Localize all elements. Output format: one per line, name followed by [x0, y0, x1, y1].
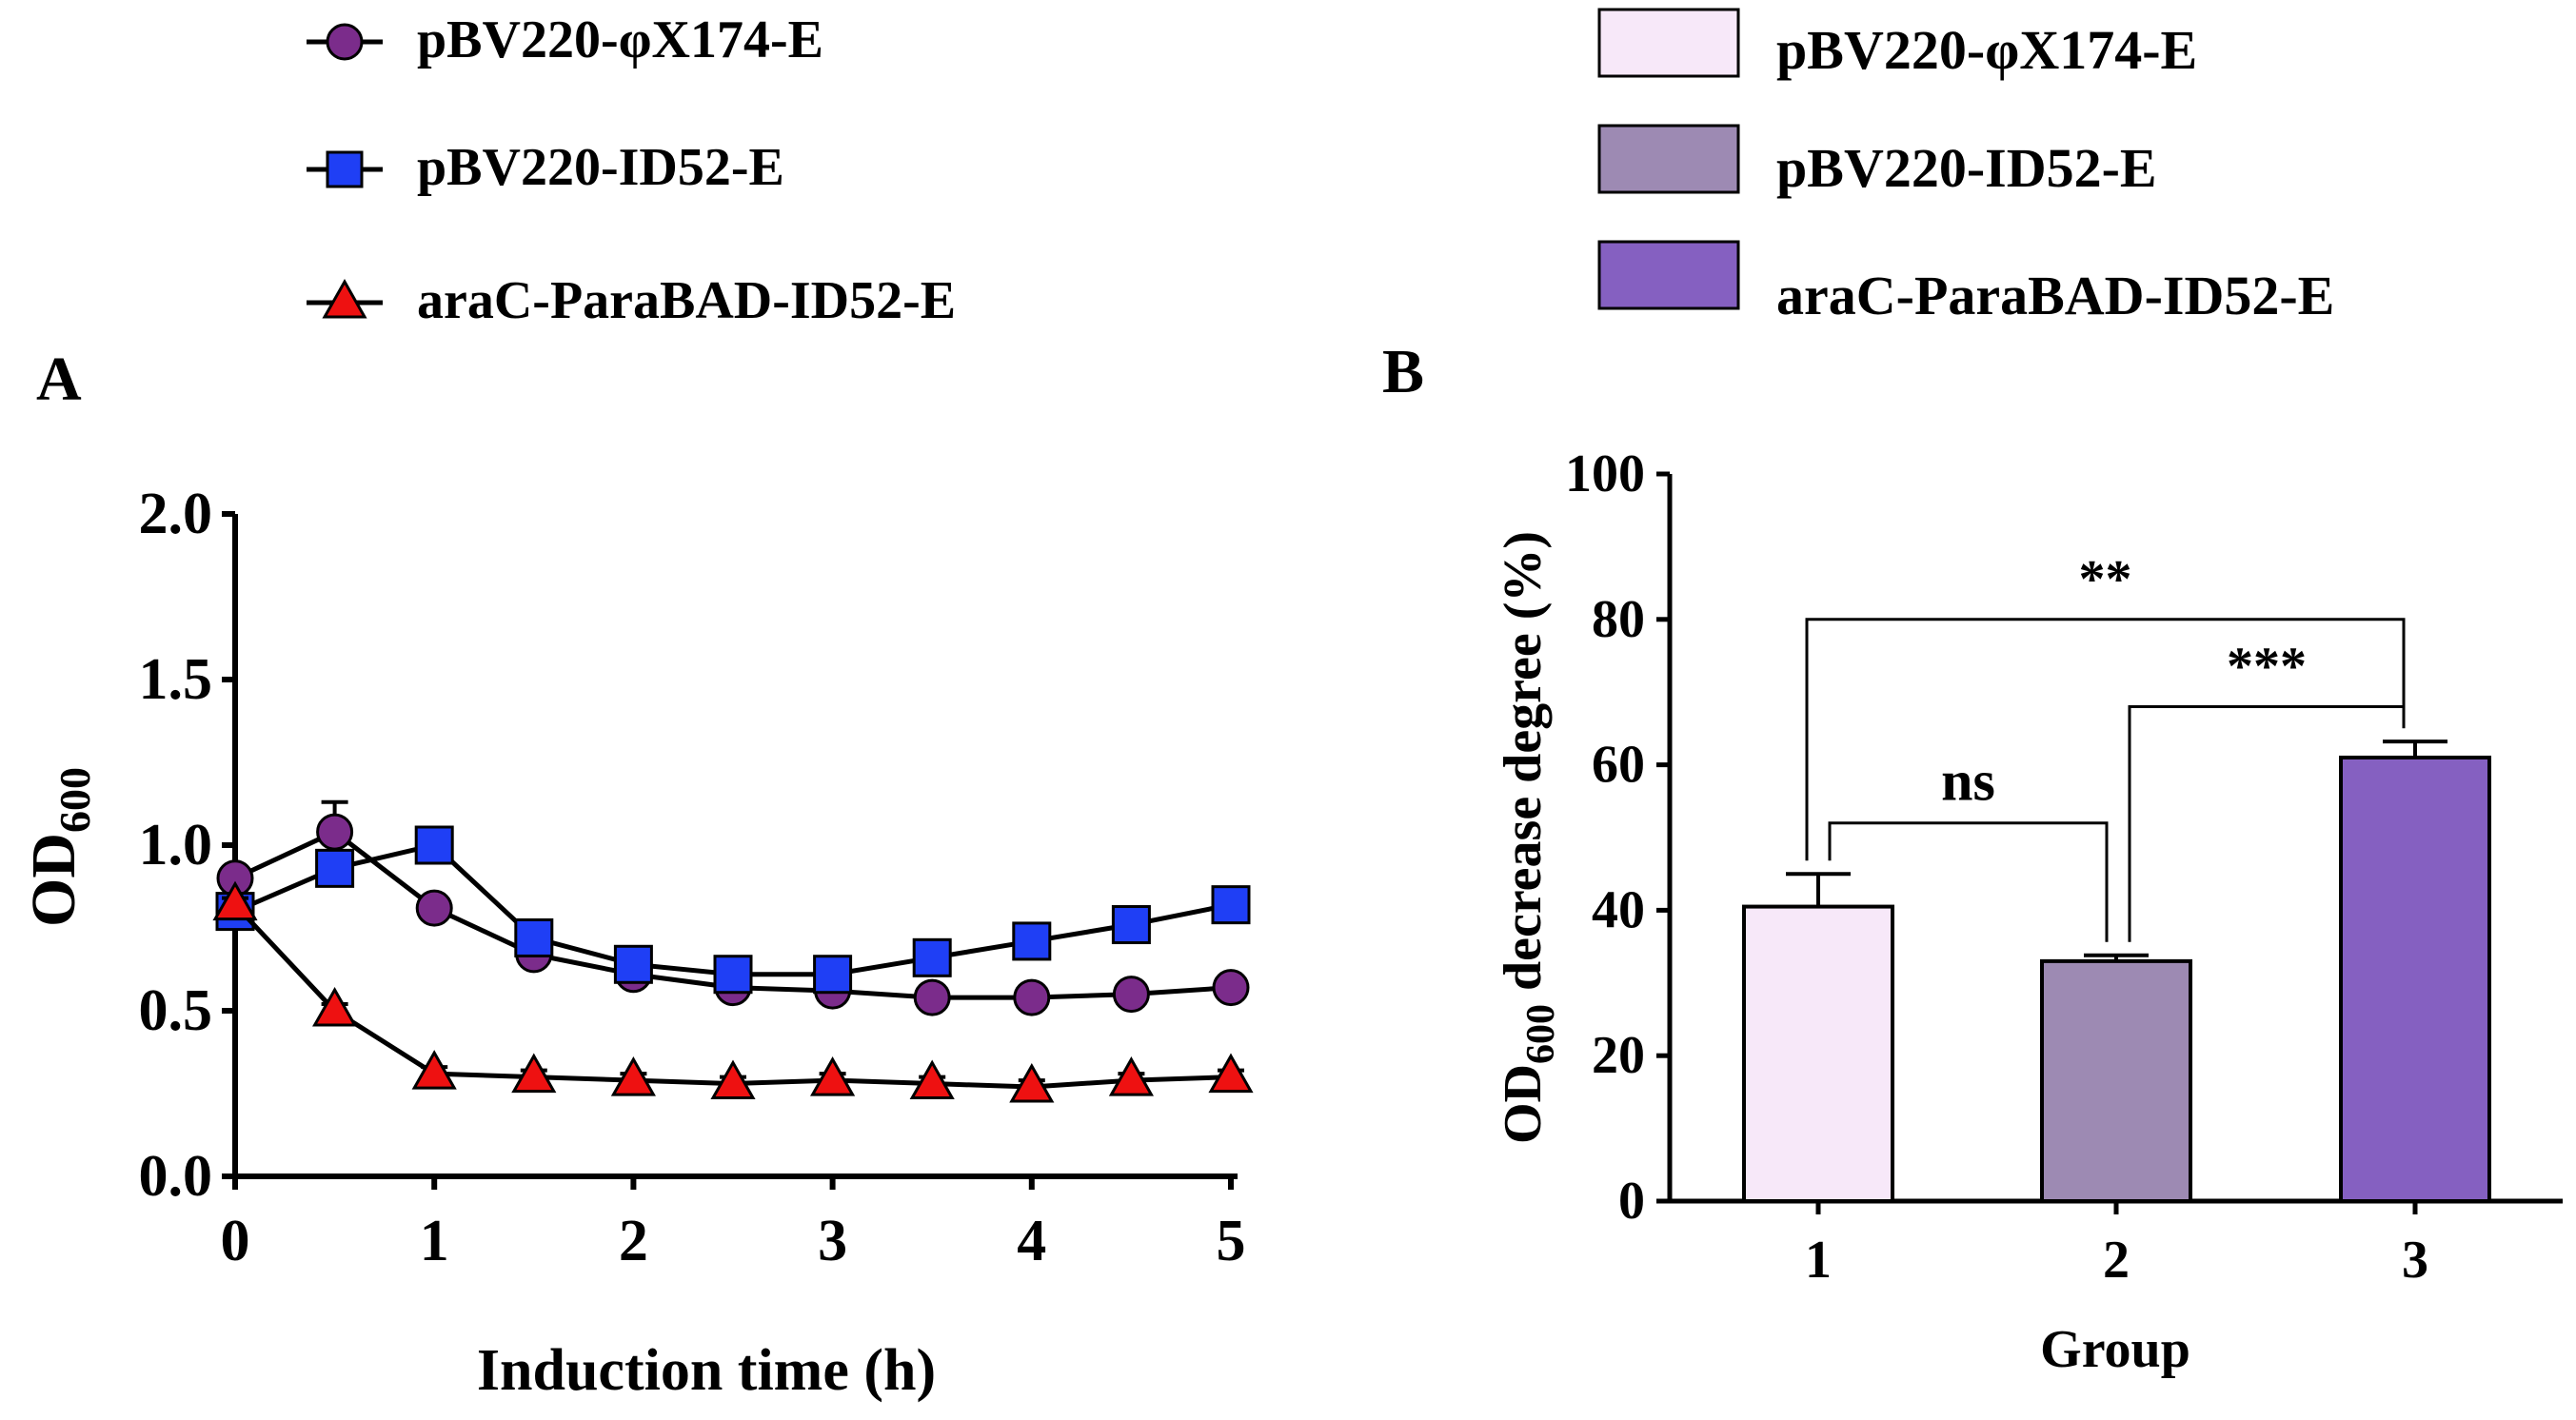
legend-a-label-2: pBV220-ID52-E: [417, 138, 784, 197]
chart-a-point: [511, 1053, 557, 1094]
chart-a-y-axis-title: OD600: [19, 767, 99, 927]
panel-label-b: B: [1382, 337, 1424, 406]
chart-a-series-square: [215, 825, 1251, 995]
chart-a-x-tick-label: 3: [818, 1209, 847, 1273]
chart-a: 0.0 0.5 1.0 1.5 2.0 0 1 2 3 4 5 Induction time (h…: [19, 482, 1254, 1403]
chart-b-y-tick-label: 40: [1592, 880, 1645, 939]
chart-a-x-tick-label: 1: [420, 1209, 449, 1273]
legend-b-swatch-2: [1597, 124, 1740, 194]
chart-a-series: [212, 799, 1254, 1103]
chart-b-y-title-sub: 600: [1519, 1004, 1563, 1064]
panel-label-a: A: [36, 345, 82, 414]
legend-b-swatch-3: [1597, 240, 1740, 310]
chart-b-significance-bracket: [1805, 618, 2406, 861]
chart-a-series-triangle: [212, 880, 1254, 1103]
chart-a-y-tick-label: 0.0: [139, 1144, 213, 1209]
chart-b-significance-bracket: [1828, 821, 2109, 942]
chart-b-y-title-rest: decrease degree (%): [1494, 531, 1553, 1004]
chart-a-y-tick-label: 0.5: [139, 978, 213, 1043]
chart-a-point: [316, 813, 354, 851]
legend-a-item-3: araC-ParaBAD-ID52-E: [307, 271, 956, 330]
legend-a-item-1: pBV220-φX174-E: [307, 10, 823, 69]
chart-a-point: [909, 1059, 955, 1100]
chart-b-y-axis-title: OD600 decrease degree (%): [1494, 531, 1563, 1144]
legend-a-item-2: pBV220-ID52-E: [307, 138, 784, 197]
chart-a-point: [1208, 1053, 1254, 1094]
legend-a-marker-square: [326, 150, 364, 188]
chart-b-x-tick-label: 1: [1805, 1231, 1832, 1290]
chart-b-significance-label: ns: [1941, 750, 1995, 813]
chart-a-y-tick-label: 2.0: [139, 482, 213, 546]
chart-a-point: [514, 917, 554, 957]
chart-a-x-ticks: 0 1 2 3 4 5: [221, 1176, 1246, 1273]
chart-a-point: [414, 825, 454, 865]
chart-a-point: [415, 889, 453, 927]
chart-a-x-tick-label: 5: [1217, 1209, 1246, 1273]
chart-a-point: [312, 986, 358, 1027]
chart-b-x-axis-title: Group: [2040, 1320, 2190, 1379]
chart-a-y-title-sub: 600: [50, 767, 99, 833]
chart-a-point: [1009, 1063, 1055, 1103]
chart-b-y-tick-label: 60: [1592, 736, 1645, 795]
chart-a-point: [1112, 976, 1150, 1014]
chart-a-point: [1013, 978, 1051, 1016]
chart-b-x-tick-label: 2: [2103, 1231, 2130, 1290]
chart-b-y-title-main: OD: [1494, 1064, 1553, 1144]
chart-a-point: [810, 1056, 856, 1096]
chart-a-point: [613, 944, 653, 984]
chart-a-x-tick-label: 4: [1017, 1209, 1046, 1273]
chart-a-point: [212, 880, 258, 921]
chart-a-y-tick-label: 1.5: [139, 647, 213, 712]
chart-b-y-tick-label: 80: [1592, 590, 1645, 649]
chart-b-x-tick-label: 3: [2402, 1231, 2428, 1290]
legend-a-marker-circle: [326, 23, 364, 61]
chart-a-point: [710, 1059, 756, 1100]
chart-b-y-tick-label: 0: [1618, 1172, 1645, 1231]
chart-a-point: [813, 955, 853, 995]
chart-a-x-tick-label: 0: [221, 1209, 250, 1273]
chart-a-y-ticks: 0.0 0.5 1.0 1.5 2.0: [139, 482, 235, 1209]
chart-b-bar: [2040, 958, 2192, 1203]
legend-a-label-1: pBV220-φX174-E: [417, 10, 823, 69]
chart-a-y-tick-label: 1.0: [139, 813, 213, 878]
legend-b-swatch-1: [1597, 8, 1740, 78]
chart-a-point: [315, 848, 355, 888]
chart-b-bar: [2339, 755, 2491, 1204]
chart-a-point: [1111, 905, 1151, 945]
chart-b-bar: [1742, 904, 1894, 1204]
chart-b-bars: [1742, 740, 2491, 1204]
chart-a-point: [1212, 969, 1250, 1007]
chart-a-y-title-main: OD: [19, 833, 89, 927]
chart-a-point: [912, 937, 952, 977]
legend-a-label-3: araC-ParaBAD-ID52-E: [417, 271, 956, 330]
chart-b-significance-label: ***: [2227, 637, 2307, 696]
chart-a-x-tick-label: 2: [619, 1209, 648, 1273]
chart-a-x-axis-title: Induction time (h): [477, 1338, 936, 1403]
chart-a-point: [610, 1056, 656, 1096]
chart-a-point: [1108, 1056, 1154, 1096]
legend-b: pBV220-φX174-E pBV220-ID52-E araC-ParaBA…: [1597, 8, 2334, 326]
chart-a-point: [1012, 921, 1052, 961]
chart-b-significance: ns*****: [1805, 550, 2406, 942]
chart-b-y-tick-label: 100: [1565, 444, 1645, 503]
chart-b-y-tick-label: 20: [1592, 1026, 1645, 1085]
chart-b-x-ticks: 1 2 3: [1805, 1201, 2428, 1290]
chart-a-point: [1211, 885, 1251, 925]
legend-a: pBV220-φX174-E pBV220-ID52-E araC-ParaBA…: [307, 10, 956, 330]
legend-b-label-2: pBV220-ID52-E: [1776, 137, 2157, 199]
chart-a-point: [713, 955, 753, 995]
chart-a-point: [913, 978, 951, 1016]
chart-b-y-ticks: 0 20 40 60 80 100: [1565, 444, 1670, 1231]
legend-b-label-3: araC-ParaBAD-ID52-E: [1776, 265, 2334, 326]
chart-a-point: [411, 1050, 457, 1090]
chart-b-significance-label: **: [2079, 550, 2132, 609]
legend-b-label-1: pBV220-φX174-E: [1776, 19, 2197, 81]
legend-a-marker-triangle: [322, 278, 367, 319]
